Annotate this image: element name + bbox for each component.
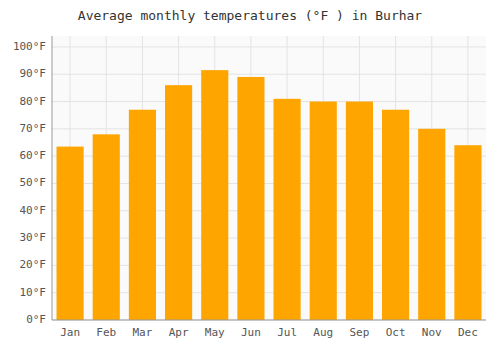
bar [346, 102, 373, 320]
y-tick-label: 60°F [20, 149, 47, 162]
x-tick-label: Oct [386, 326, 406, 339]
chart-title: Average monthly temperatures (°F ) in Bu… [78, 8, 423, 23]
y-tick-label: 40°F [20, 204, 47, 217]
x-tick-label: Feb [96, 326, 116, 339]
chart-svg: 0°F 10°F 20°F 30°F 40°F 50°F 60°F 70°F 80°F 90°F 1… [0, 0, 500, 350]
y-tick-label: 90°F [20, 67, 47, 80]
x-tick-label: Sep [349, 326, 369, 339]
y-grid-line [52, 46, 486, 47]
x-tick-label: Dec [458, 326, 478, 339]
bar [129, 110, 156, 320]
y-tick-label: 0°F [26, 313, 46, 326]
bar [418, 129, 445, 320]
x-tick-label: Nov [422, 326, 442, 339]
y-tick-label: 80°F [20, 95, 47, 108]
plot-background [52, 36, 486, 320]
y-tick-label: 70°F [20, 122, 47, 135]
bar [57, 147, 84, 320]
chart-container: 0°F 10°F 20°F 30°F 40°F 50°F 60°F 70°F 80°F 90°F 1… [0, 0, 500, 350]
x-tick-label: Jul [277, 326, 297, 339]
grid [52, 36, 486, 320]
y-tick-label: 30°F [20, 231, 47, 244]
y-grid-line [52, 74, 486, 75]
bar [382, 110, 409, 320]
bar [93, 134, 120, 320]
y-tick-label: 10°F [20, 286, 47, 299]
bar [201, 70, 228, 320]
axes: 0°F 10°F 20°F 30°F 40°F 50°F 60°F 70°F 80°F 90°F 1… [13, 40, 478, 339]
x-tick-label: Mar [132, 326, 152, 339]
bar [165, 85, 192, 320]
x-tick-label: Jun [241, 326, 261, 339]
y-grid-line [52, 320, 486, 321]
y-tick-label: 20°F [20, 258, 47, 271]
bar [274, 99, 301, 320]
y-tick-label: 50°F [20, 176, 47, 189]
y-axis-line [52, 36, 53, 320]
bar [454, 145, 481, 320]
x-axis-line [52, 320, 486, 321]
bars [57, 70, 482, 320]
y-tick-label: 100°F [13, 40, 46, 53]
x-tick-label: May [205, 326, 225, 339]
bar [310, 102, 337, 320]
x-tick-label: Aug [313, 326, 333, 339]
bar [237, 77, 264, 320]
x-tick-label: Apr [169, 326, 189, 339]
x-tick-label: Jan [60, 326, 80, 339]
y-grid-line [52, 101, 486, 102]
